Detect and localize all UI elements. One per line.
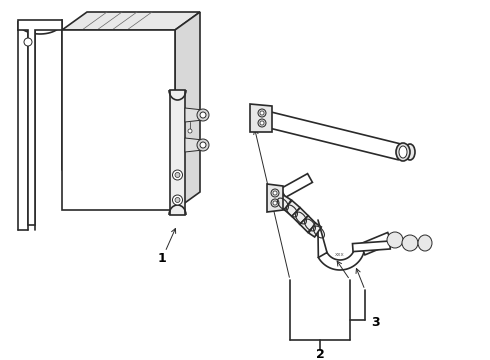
Polygon shape [284,201,300,216]
Circle shape [260,111,264,115]
Polygon shape [281,174,313,197]
Polygon shape [360,233,392,255]
Polygon shape [62,30,175,210]
Text: xxx: xxx [335,252,345,257]
Circle shape [260,121,264,125]
Polygon shape [267,184,283,212]
Circle shape [175,198,180,202]
Polygon shape [300,216,316,232]
Circle shape [24,38,32,46]
Ellipse shape [387,232,403,248]
Circle shape [197,139,209,151]
Circle shape [273,201,277,205]
Circle shape [200,142,206,148]
Polygon shape [175,12,200,210]
Ellipse shape [402,235,418,251]
Circle shape [172,170,182,180]
Circle shape [188,129,192,133]
Circle shape [197,109,209,121]
Ellipse shape [399,146,407,158]
Ellipse shape [405,144,415,160]
Circle shape [258,109,266,117]
Text: 3: 3 [371,316,379,329]
Polygon shape [18,20,62,225]
Polygon shape [170,90,185,215]
Circle shape [200,112,206,118]
Polygon shape [277,195,291,210]
Polygon shape [292,208,308,224]
Text: 2: 2 [316,348,324,360]
Text: 1: 1 [158,252,167,265]
Polygon shape [62,12,200,30]
Polygon shape [185,108,203,122]
Polygon shape [260,110,402,160]
Ellipse shape [396,143,410,161]
Circle shape [258,119,266,127]
Circle shape [175,172,180,177]
Circle shape [271,199,279,207]
Polygon shape [250,104,272,132]
Circle shape [271,189,279,197]
Circle shape [273,191,277,195]
Polygon shape [352,241,390,252]
Ellipse shape [418,235,432,251]
Polygon shape [318,248,365,270]
Polygon shape [185,138,203,152]
Circle shape [172,195,182,205]
Polygon shape [309,223,321,237]
